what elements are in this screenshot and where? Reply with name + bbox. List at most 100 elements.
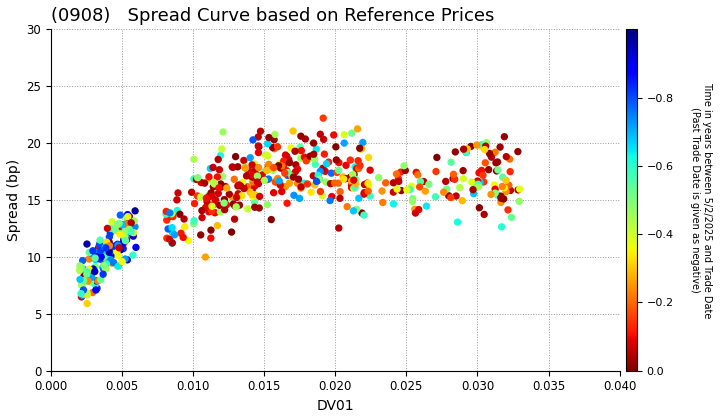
Point [207, 184, 219, 190]
Point [359, 189, 370, 196]
Point [244, 155, 256, 161]
Point [226, 194, 238, 200]
Point [94, 243, 105, 249]
Point [94, 256, 106, 262]
Point [287, 172, 299, 179]
Point [107, 218, 118, 225]
Point [299, 154, 310, 160]
Point [260, 152, 271, 158]
Point [328, 131, 339, 138]
Point [462, 146, 473, 152]
Point [495, 199, 507, 206]
Point [89, 255, 101, 262]
Point [445, 194, 456, 201]
Point [240, 165, 251, 171]
Point [183, 237, 194, 244]
Point [112, 252, 124, 259]
Point [351, 126, 363, 132]
Point [500, 177, 512, 184]
Point [107, 246, 119, 253]
Point [167, 213, 179, 220]
Point [101, 260, 112, 267]
Point [120, 237, 131, 244]
Point [338, 176, 349, 182]
Point [348, 175, 359, 181]
Point [203, 176, 215, 182]
Point [471, 142, 482, 148]
Point [114, 247, 126, 253]
Point [354, 145, 366, 152]
Point [171, 207, 183, 214]
Point [119, 234, 130, 241]
Point [480, 143, 492, 150]
Point [95, 247, 107, 254]
Point [84, 249, 95, 256]
Point [76, 281, 87, 288]
Point [87, 289, 99, 296]
Point [129, 223, 140, 230]
Point [341, 203, 353, 210]
Point [104, 248, 115, 255]
Point [238, 182, 249, 189]
Point [214, 202, 225, 209]
Point [278, 161, 289, 168]
Point [373, 174, 384, 181]
Point [127, 219, 139, 226]
Point [457, 176, 469, 182]
Point [207, 201, 219, 208]
Point [308, 151, 320, 158]
Point [78, 277, 89, 284]
Point [238, 185, 250, 192]
Point [491, 168, 503, 174]
Point [311, 177, 323, 184]
Point [317, 165, 328, 172]
Point [294, 195, 305, 202]
Point [116, 221, 127, 228]
Point [227, 163, 238, 170]
Point [230, 204, 242, 210]
Point [91, 249, 103, 255]
Point [325, 170, 337, 176]
Point [232, 163, 243, 170]
Point [112, 262, 123, 269]
Point [414, 184, 426, 190]
Point [338, 131, 350, 138]
Point [94, 239, 106, 246]
Point [440, 178, 451, 185]
Point [253, 143, 265, 150]
Point [215, 184, 227, 190]
Point [161, 235, 173, 242]
Point [445, 159, 456, 165]
Point [348, 185, 359, 192]
Point [281, 153, 292, 160]
Point [495, 195, 507, 202]
Point [358, 212, 369, 218]
Point [246, 168, 258, 175]
Point [94, 237, 106, 244]
Point [269, 179, 281, 186]
Point [175, 230, 186, 236]
Point [377, 199, 389, 206]
Point [346, 177, 358, 184]
Point [498, 184, 510, 191]
Point [315, 168, 326, 175]
Point [188, 217, 199, 224]
Point [228, 176, 240, 183]
Point [449, 149, 461, 155]
Point [164, 236, 176, 243]
Point [223, 191, 235, 197]
Point [269, 145, 280, 152]
Point [274, 160, 286, 167]
Point [120, 256, 131, 262]
Point [161, 208, 172, 215]
Point [412, 171, 423, 178]
Point [166, 210, 177, 217]
Point [201, 198, 212, 205]
Point [380, 179, 392, 186]
Point [234, 202, 246, 208]
Point [121, 236, 132, 243]
Point [226, 229, 238, 236]
Point [99, 244, 111, 251]
Point [272, 175, 284, 182]
Point [282, 169, 294, 176]
